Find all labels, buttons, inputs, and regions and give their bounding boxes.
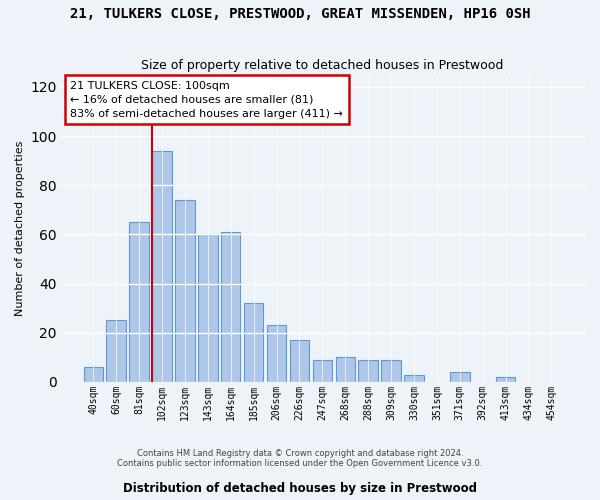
Bar xyxy=(175,200,194,382)
Bar xyxy=(198,234,218,382)
Bar xyxy=(404,374,424,382)
Bar xyxy=(83,367,103,382)
Bar xyxy=(358,360,378,382)
Bar xyxy=(313,360,332,382)
Text: Contains HM Land Registry data © Crown copyright and database right 2024.: Contains HM Land Registry data © Crown c… xyxy=(137,448,463,458)
Bar xyxy=(267,326,286,382)
Text: Contains public sector information licensed under the Open Government Licence v3: Contains public sector information licen… xyxy=(118,458,482,468)
Text: 21 TULKERS CLOSE: 100sqm
← 16% of detached houses are smaller (81)
83% of semi-d: 21 TULKERS CLOSE: 100sqm ← 16% of detach… xyxy=(70,80,343,118)
Bar xyxy=(290,340,309,382)
Bar xyxy=(382,360,401,382)
Bar xyxy=(106,320,126,382)
Bar xyxy=(496,377,515,382)
Text: 21, TULKERS CLOSE, PRESTWOOD, GREAT MISSENDEN, HP16 0SH: 21, TULKERS CLOSE, PRESTWOOD, GREAT MISS… xyxy=(70,8,530,22)
Bar xyxy=(130,222,149,382)
Bar xyxy=(244,304,263,382)
Y-axis label: Number of detached properties: Number of detached properties xyxy=(15,140,25,316)
Bar xyxy=(152,151,172,382)
Title: Size of property relative to detached houses in Prestwood: Size of property relative to detached ho… xyxy=(141,59,503,72)
Bar xyxy=(450,372,470,382)
Bar xyxy=(335,358,355,382)
Text: Distribution of detached houses by size in Prestwood: Distribution of detached houses by size … xyxy=(123,482,477,495)
Bar xyxy=(221,232,241,382)
